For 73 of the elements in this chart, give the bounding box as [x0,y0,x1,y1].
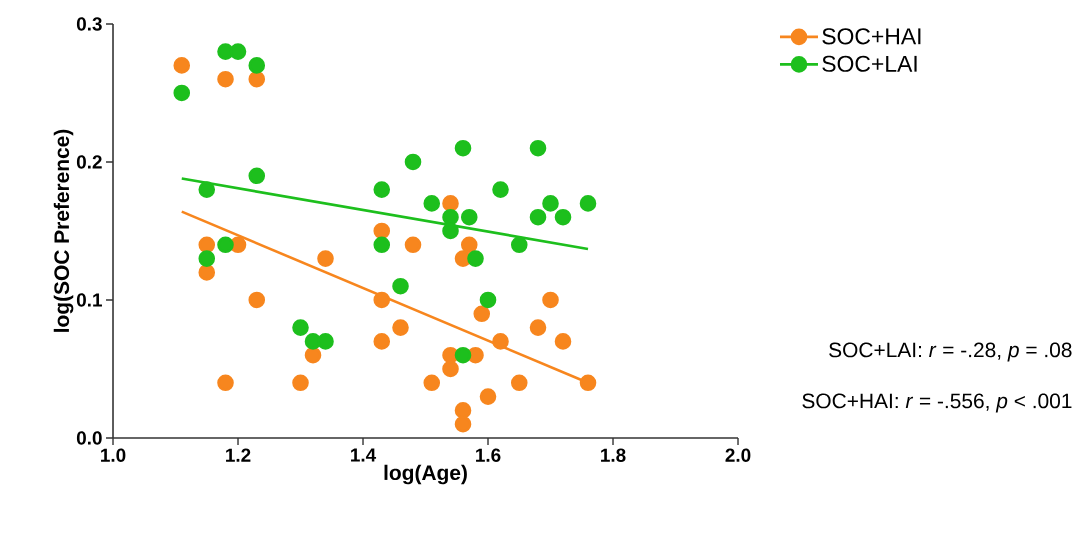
point [467,250,484,267]
point [373,181,391,198]
point [404,153,422,171]
point [529,208,547,226]
point [579,195,597,212]
point [373,236,391,254]
point [317,250,334,267]
point [198,250,216,267]
point [217,236,234,254]
point [392,319,409,336]
point [492,333,509,350]
point [248,167,266,185]
point [529,319,547,336]
x-tick-label: 2.0 [725,448,751,462]
point [423,195,441,212]
point [454,346,472,364]
x-tick-label: 1.0 [101,448,126,462]
point [529,139,547,157]
point [217,374,234,392]
point [442,195,459,212]
point [373,291,391,309]
x-tick-label: 1.8 [601,448,626,462]
point [542,195,559,212]
x-tick-label: 1.4 [351,448,377,462]
point [404,236,422,254]
point [542,291,559,309]
y-tick-label: 0.2 [76,155,102,169]
point [442,208,459,226]
point [173,84,191,102]
point [442,360,459,378]
point [473,305,491,323]
point [479,291,497,309]
point [454,402,472,419]
point [292,319,309,336]
point [392,277,409,295]
point [579,374,597,392]
point [442,222,459,240]
x-tick-label: 1.6 [476,448,501,462]
point [248,291,266,309]
point [198,236,216,254]
point [373,333,391,350]
point [460,236,478,254]
point [479,388,497,405]
y-tick-label: 0.1 [76,293,102,307]
point [198,181,216,198]
legend-label: SOC+HAI [822,28,921,45]
point [554,333,572,350]
point [248,70,266,88]
point [304,346,322,364]
y-tick-label: 0.3 [76,17,102,31]
point [248,57,266,74]
y-axis-title: log(SOC Preference) [53,129,74,332]
point [510,236,528,254]
point [554,208,572,226]
text: SOC+LAI: r = -.28, p = .08 [829,342,1072,362]
point [492,181,509,198]
legend-label: SOC+LAI [822,55,917,72]
point [173,57,191,74]
x-axis-title: log(Age) [384,464,467,485]
y-tick-label: 0.0 [76,431,102,445]
point [423,374,441,392]
point [198,264,216,281]
point [229,43,247,60]
point [510,374,528,392]
point [292,374,309,392]
point [454,415,472,433]
x-tick-label: 1.2 [226,448,251,462]
point [373,222,391,240]
point [460,208,478,226]
point [317,333,334,350]
point [454,139,472,157]
text: SOC+HAI: r = -.556, p < .001 [802,393,1072,413]
point [217,70,234,88]
